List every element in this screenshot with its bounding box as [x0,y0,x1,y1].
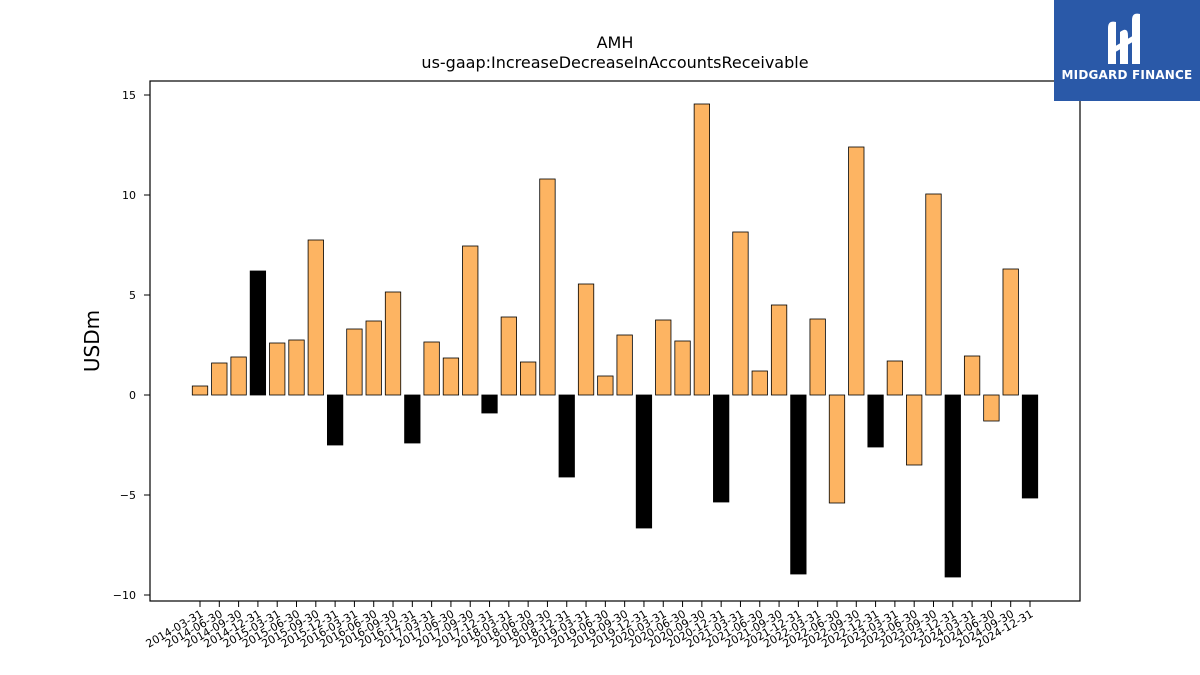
bar-2020-06-30 [674,340,691,396]
bar-2020-03-31 [655,319,672,396]
bar-2018-03-31 [500,316,517,396]
bar-2023-06-30 [906,394,923,466]
bar-2020-12-31 [713,394,730,503]
bar-2024-06-30 [983,394,1000,422]
bar-2017-06-30 [442,357,460,396]
bar-2014-12-31 [249,270,267,396]
bar-2017-03-31 [423,341,440,396]
bar-2020-09-30 [693,103,710,396]
y-tick-label: −5 [120,489,136,502]
y-axis-label: USDm [80,310,104,372]
bar-2015-12-31 [326,394,344,446]
bar-2017-12-31 [481,394,498,414]
chart-subtitle: us-gaap:IncreaseDecreaseInAccountsReceiv… [421,53,808,72]
bar-2022-06-30 [828,394,846,504]
bar-2024-09-30 [1002,268,1019,396]
y-tick-label: 15 [122,89,136,102]
bar-2019-06-30 [597,375,614,396]
brand-logo: MIDGARD FINANCE [1054,0,1200,101]
bars-group [191,103,1039,578]
bar-2015-09-30 [307,239,324,396]
plot-frame [149,80,1081,602]
bar-2021-09-30 [770,304,788,396]
bar-2019-12-31 [635,394,653,529]
bar-2021-06-30 [751,370,768,396]
bar-2016-09-30 [384,291,402,396]
bar-2023-09-30 [925,193,942,396]
chart-title: AMH [597,33,634,52]
bar-2018-12-31 [558,394,575,478]
bar-2014-09-30 [230,356,247,396]
bar-2022-12-31 [867,394,884,448]
x-axis: 2014-03-312014-06-302014-09-302014-12-31… [144,601,1036,651]
bar-2014-06-30 [211,362,228,396]
bar-2022-09-30 [848,146,865,396]
y-tick-label: 10 [122,189,136,202]
bar-2015-03-31 [269,342,286,396]
brand-name: MIDGARD FINANCE [1061,68,1193,82]
bar-2024-03-31 [963,355,981,396]
bar-2018-09-30 [539,178,556,396]
bar-2018-06-30 [520,361,537,396]
bar-2016-06-30 [365,320,382,396]
bar-2022-03-31 [809,318,826,396]
bar-2015-06-30 [288,339,305,396]
bar-2021-12-31 [790,394,807,575]
midgard-logo-icon [1108,13,1140,65]
y-tick-label: 5 [129,289,136,302]
bar-2021-03-31 [732,231,749,396]
bar-2016-12-31 [404,394,421,444]
bar-2024-12-31 [1021,394,1039,499]
y-axis: −10 −5 0 5 10 15 [113,89,150,602]
bar-2019-03-31 [577,283,595,396]
bar-2014-03-31 [191,385,209,396]
bar-2019-09-30 [616,334,633,396]
bar-2016-03-31 [346,328,363,396]
bar-2023-12-31 [944,394,961,578]
y-tick-label: −10 [113,589,136,602]
y-tick-label: 0 [129,389,136,402]
bar-2017-09-30 [462,245,479,396]
bar-2023-03-31 [886,360,903,396]
